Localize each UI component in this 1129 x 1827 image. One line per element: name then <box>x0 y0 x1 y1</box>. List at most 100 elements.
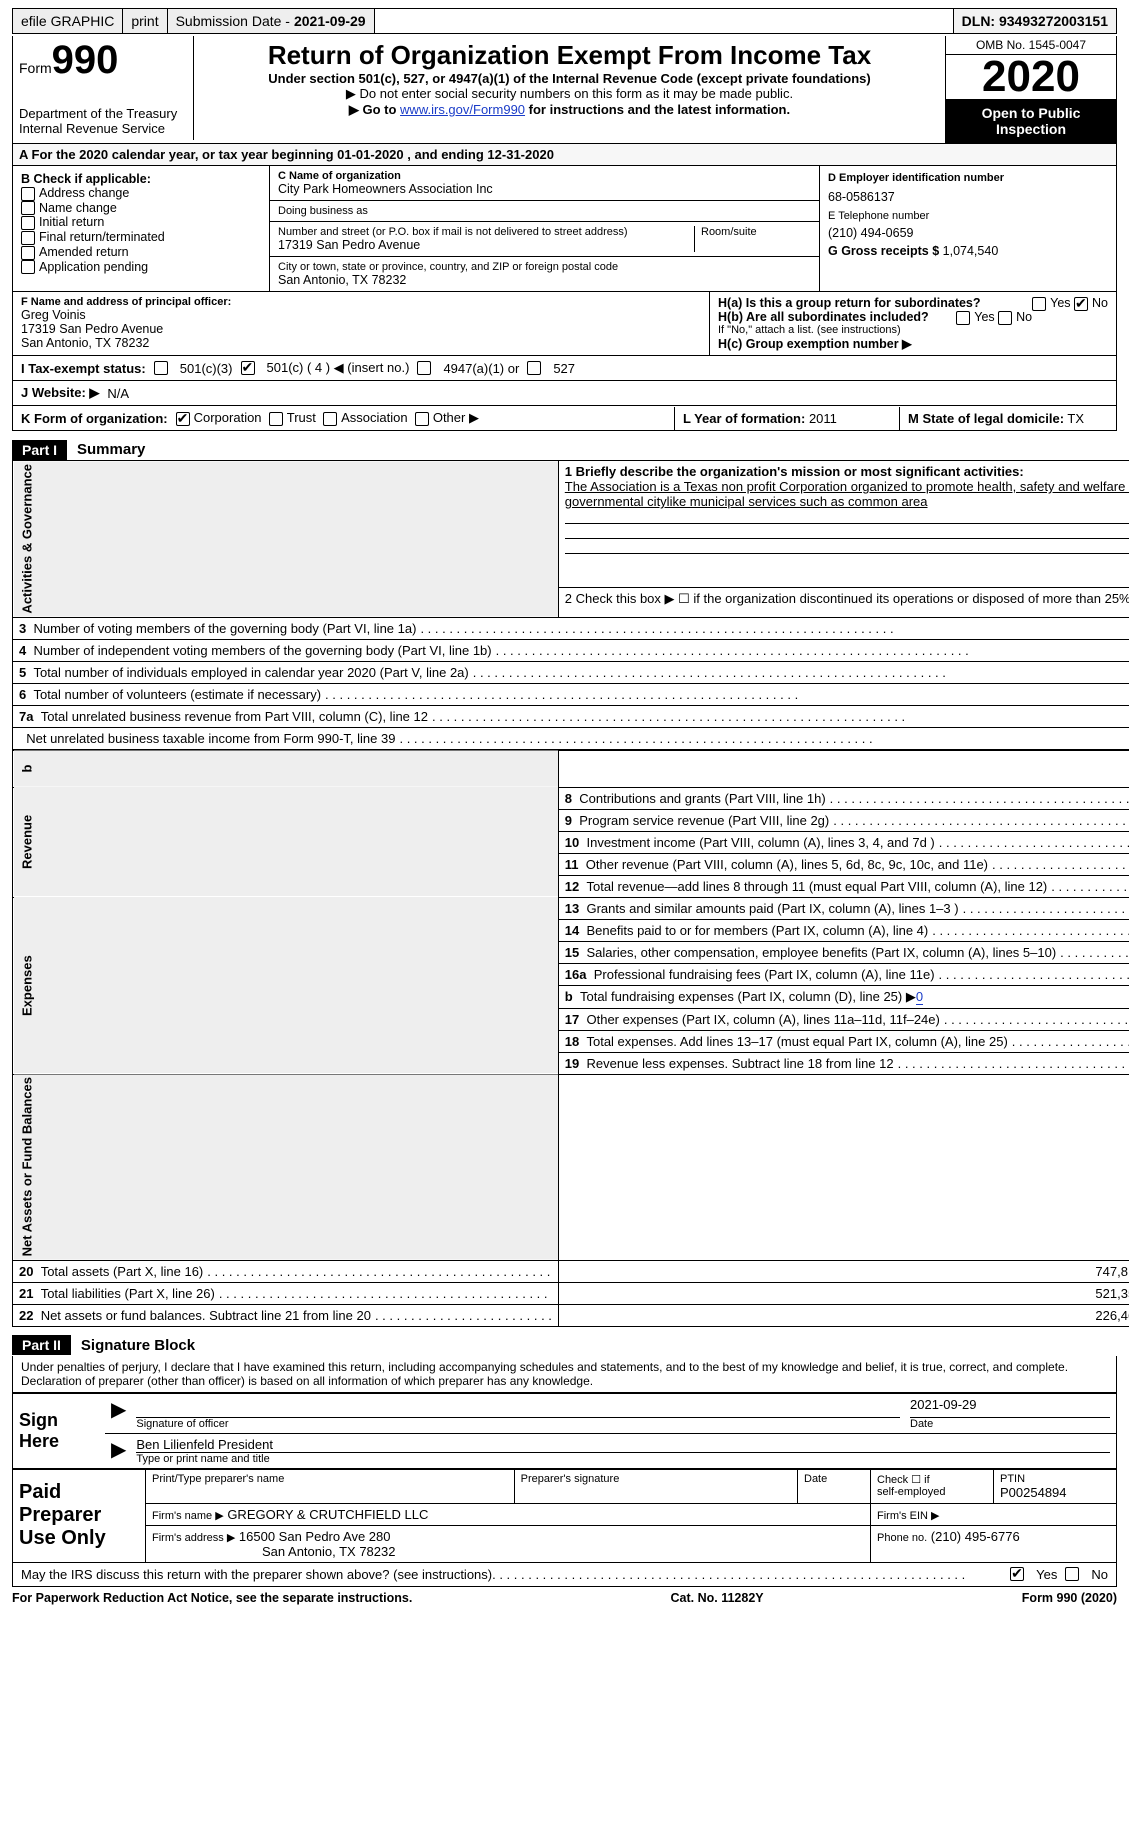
calendar-year-line: A For the 2020 calendar year, or tax yea… <box>12 144 1117 166</box>
officer-addr1: 17319 San Pedro Avenue <box>21 322 701 336</box>
box-c-label: C Name of organization <box>278 170 811 182</box>
self-employed: Check ☐ ifself-employed <box>877 1473 987 1498</box>
h-c: H(c) Group exemption number ▶ <box>718 336 1108 351</box>
efile-graphic-button[interactable]: efile GRAPHIC <box>13 9 123 33</box>
tab-b: b <box>13 750 559 788</box>
box-b-item[interactable]: Final return/terminated <box>21 230 261 245</box>
form-title: Return of Organization Exempt From Incom… <box>202 40 937 71</box>
dept-treasury: Department of the Treasury <box>19 106 187 121</box>
ptin-label: PTIN <box>1000 1473 1110 1485</box>
room-label: Room/suite <box>701 226 811 238</box>
h-a: H(a) Is this a group return for subordin… <box>718 296 1108 310</box>
officer-and-h-block: F Name and address of principal officer:… <box>12 292 1117 356</box>
form-org-option[interactable]: Other ▶ <box>415 410 486 425</box>
city-label: City or town, state or province, country… <box>278 261 811 273</box>
mission-label: 1 Briefly describe the organization's mi… <box>565 464 1129 479</box>
tax-exempt-row: I Tax-exempt status: 501(c)(3) 501(c) ( … <box>12 356 1117 381</box>
top-toolbar: efile GRAPHIC print Submission Date - 20… <box>12 8 1117 34</box>
street-address: 17319 San Pedro Avenue <box>278 238 694 252</box>
addr-label: Number and street (or P.O. box if mail i… <box>278 226 694 238</box>
501c3-checkbox[interactable] <box>154 361 168 375</box>
ha-no-checkbox[interactable] <box>1074 297 1088 311</box>
paid-preparer-table: Paid Preparer Use Only Print/Type prepar… <box>12 1469 1117 1563</box>
box-b-item[interactable]: Amended return <box>21 245 261 260</box>
officer-addr2: San Antonio, TX 78232 <box>21 336 701 350</box>
prep-name-label: Print/Type preparer's name <box>152 1473 508 1485</box>
org-name: City Park Homeowners Association Inc <box>278 182 811 196</box>
prep-date-label: Date <box>804 1473 864 1485</box>
officer-print-name: Ben Lilienfeld President <box>136 1437 1110 1453</box>
h-b-note: If "No," attach a list. (see instruction… <box>718 324 1108 336</box>
submission-date: Submission Date - 2021-09-29 <box>168 9 375 33</box>
section-tab: Revenue <box>13 787 559 897</box>
501c4-checkbox[interactable] <box>241 361 255 375</box>
firm-name: GREGORY & CRUTCHFIELD LLC <box>227 1507 428 1522</box>
box-b-item[interactable]: Address change <box>21 186 261 201</box>
firm-addr2: San Antonio, TX 78232 <box>152 1544 864 1559</box>
discuss-yes-checkbox[interactable] <box>1010 1567 1024 1581</box>
box-b-item[interactable]: Initial return <box>21 215 261 230</box>
box-f-label: F Name and address of principal officer: <box>21 296 701 308</box>
form-note2: ▶ Go to www.irs.gov/Form990 for instruct… <box>202 102 937 118</box>
form-org-option[interactable]: Trust <box>269 410 323 425</box>
tab-activities-governance: Activities & Governance <box>13 461 559 618</box>
form-org-option[interactable]: Corporation <box>176 410 269 425</box>
footer-center: Cat. No. 11282Y <box>671 1591 764 1605</box>
box-e-label: E Telephone number <box>828 210 1108 222</box>
prep-sig-label: Preparer's signature <box>521 1473 791 1485</box>
tax-year: 2020 <box>946 55 1116 99</box>
box-d-label: D Employer identification number <box>828 172 1108 184</box>
city-state-zip: San Antonio, TX 78232 <box>278 273 811 287</box>
ein: 68-0586137 <box>828 184 1108 210</box>
irs-label: Internal Revenue Service <box>19 121 187 136</box>
sign-arrow-icon: ▶ <box>111 1397 126 1430</box>
sig-date: 2021-09-29 <box>910 1397 1110 1418</box>
gross-receipts: G Gross receipts $ 1,074,540 <box>828 244 1108 258</box>
officer-name: Greg Voinis <box>21 308 701 322</box>
discuss-no-checkbox[interactable] <box>1065 1567 1079 1581</box>
h-b: H(b) Are all subordinates included? Yes … <box>718 310 1108 324</box>
declaration-text: Under penalties of perjury, I declare th… <box>12 1356 1117 1393</box>
print-label: print <box>131 13 158 29</box>
section-tab: Expenses <box>13 897 559 1074</box>
print-name-label: Type or print name and title <box>136 1453 1110 1465</box>
part-ii-bar: Part II Signature Block <box>12 1335 1117 1356</box>
dba-label: Doing business as <box>278 205 811 217</box>
summary-table: Activities & Governance 1 Briefly descri… <box>12 460 1129 1327</box>
sig-date-label: Date <box>910 1418 1110 1430</box>
print-button[interactable]: print <box>123 9 167 33</box>
form-note1: ▶ Do not enter social security numbers o… <box>202 86 937 102</box>
open-to-public: Open to Public Inspection <box>946 99 1116 143</box>
box-b-item[interactable]: Application pending <box>21 260 261 275</box>
footer-left: For Paperwork Reduction Act Notice, see … <box>12 1591 412 1605</box>
527-checkbox[interactable] <box>527 361 541 375</box>
form-org-option[interactable]: Association <box>323 410 415 425</box>
page-footer: For Paperwork Reduction Act Notice, see … <box>12 1587 1117 1609</box>
sign-here-label: Sign Here <box>19 1410 99 1452</box>
ptin-value: P00254894 <box>1000 1485 1110 1500</box>
form-number: 990 <box>52 38 119 82</box>
discuss-row: May the IRS discuss this return with the… <box>12 1563 1117 1587</box>
signature-table: Sign Here ▶ Signature of officer 2021-09… <box>12 1393 1117 1469</box>
form990-link[interactable]: www.irs.gov/Form990 <box>400 102 525 117</box>
phone: (210) 494-0659 <box>828 222 1108 244</box>
box-b-item[interactable]: Name change <box>21 201 261 216</box>
form-subtitle: Under section 501(c), 527, or 4947(a)(1)… <box>202 71 937 86</box>
efile-label: efile GRAPHIC <box>21 13 114 29</box>
firm-phone: (210) 495-6776 <box>931 1529 1020 1544</box>
dln: DLN: 93493272003151 <box>953 9 1116 33</box>
sig-officer-label: Signature of officer <box>136 1418 900 1430</box>
mission-text: The Association is a Texas non profit Co… <box>565 479 1129 509</box>
4947-checkbox[interactable] <box>417 361 431 375</box>
firm-addr1: 16500 San Pedro Ave 280 <box>239 1529 391 1544</box>
part-i-bar: Part I Summary <box>12 439 1117 460</box>
line-2: 2 Check this box ▶ ☐ if the organization… <box>558 587 1129 617</box>
footer-right: Form 990 (2020) <box>1022 1591 1117 1605</box>
name-arrow-icon: ▶ <box>111 1437 126 1465</box>
box-b-title: B Check if applicable: <box>21 172 261 186</box>
k-l-m-row: K Form of organization: Corporation Trus… <box>12 406 1117 431</box>
section-tab: Net Assets or Fund Balances <box>13 1074 559 1260</box>
form-header: Form990 Department of the Treasury Inter… <box>12 36 1117 144</box>
paid-preparer-title: Paid Preparer Use Only <box>19 1481 139 1550</box>
website-row: J Website: ▶ N/A <box>12 381 1117 406</box>
